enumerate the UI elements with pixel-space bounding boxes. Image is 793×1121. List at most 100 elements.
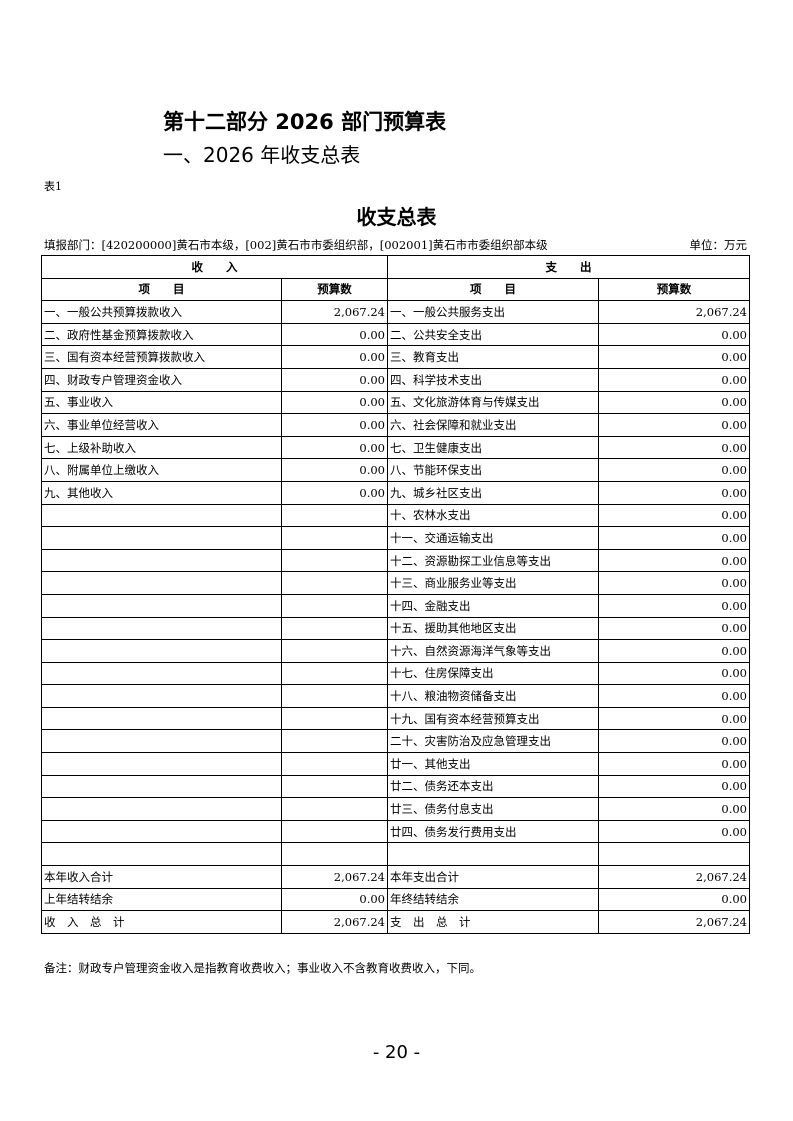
income-item: 二、政府性基金预算拨款收入	[41, 322, 282, 347]
expense-amount: 0.00	[598, 322, 750, 347]
income-item	[41, 503, 282, 528]
expense-amount: 0.00	[598, 390, 750, 415]
income-item: 五、事业收入	[41, 390, 282, 415]
income-item	[41, 548, 282, 573]
income-item: 六、事业单位经营收入	[41, 413, 282, 437]
income-amount: 0.00	[281, 435, 388, 460]
income-amount: 0.00	[281, 390, 388, 415]
expense-item: 本年支出合计	[387, 865, 599, 889]
expense-item: 年终结转结余	[387, 887, 599, 912]
income-item	[41, 797, 282, 821]
blank-row	[41, 842, 750, 867]
expense-item: 一、一般公共服务支出	[387, 300, 599, 324]
income-item: 八、附属单位上缴收入	[41, 458, 282, 482]
unit-label: 单位：万元	[689, 238, 748, 252]
expense-item: 廿四、债务发行费用支出	[387, 819, 599, 844]
expense-amount: 0.00	[598, 616, 750, 641]
income-item: 本年收入合计	[41, 865, 282, 889]
income-amount	[281, 639, 388, 663]
income-amount	[281, 661, 388, 686]
expense-item: 十九、国有资本经营预算支出	[387, 706, 599, 731]
income-amount: 0.00	[281, 413, 388, 437]
income-item: 七、上级补助收入	[41, 435, 282, 460]
empty-cell	[41, 842, 282, 867]
empty-cell	[598, 842, 750, 867]
income-item	[41, 729, 282, 754]
expense-item: 支 出 总 计	[387, 910, 599, 934]
expense-amount: 0.00	[598, 503, 750, 528]
expense-amount: 0.00	[598, 819, 750, 844]
income-amount	[281, 729, 388, 754]
expense-amount: 0.00	[598, 367, 750, 392]
expense-item: 十一、交通运输支出	[387, 526, 599, 550]
income-item: 一、一般公共预算拨款收入	[41, 300, 282, 324]
income-amount	[281, 593, 388, 618]
expense-item: 廿三、债务付息支出	[387, 797, 599, 821]
income-amount	[281, 526, 388, 550]
income-item: 收 入 总 计	[41, 910, 282, 934]
table-row: 廿二、债务还本支出 0.00	[41, 774, 750, 799]
expense-amount: 0.00	[598, 639, 750, 663]
income-item	[41, 571, 282, 595]
expense-amount: 0.00	[598, 684, 750, 708]
income-amount	[281, 616, 388, 641]
expense-amount: 0.00	[598, 548, 750, 573]
table-row: 十四、金融支出 0.00	[41, 593, 750, 618]
expense-amount: 0.00	[598, 435, 750, 460]
income-amount: 2,067.24	[281, 865, 388, 889]
expense-item: 七、卫生健康支出	[387, 435, 599, 460]
table-row: 廿一、其他支出 0.00	[41, 752, 750, 776]
expense-item: 十七、住房保障支出	[387, 661, 599, 686]
expense-amount: 0.00	[598, 661, 750, 686]
table-row: 十、农林水支出 0.00	[41, 503, 750, 528]
expense-amount: 0.00	[598, 458, 750, 482]
income-amount	[281, 571, 388, 595]
table-row: 十六、自然资源海洋气象等支出 0.00	[41, 639, 750, 663]
income-item	[41, 706, 282, 731]
expense-amount: 0.00	[598, 571, 750, 595]
expense-amount: 2,067.24	[598, 910, 750, 934]
expense-item-header: 项 目	[387, 277, 599, 302]
expense-amount: 0.00	[598, 526, 750, 550]
section-heading: 第十二部分 2026 部门预算表	[163, 110, 447, 134]
income-amount	[281, 774, 388, 799]
expense-amount: 2,067.24	[598, 865, 750, 889]
table-row: 廿三、债务付息支出 0.00	[41, 797, 750, 821]
table-number: 表1	[44, 180, 62, 193]
income-amount	[281, 503, 388, 528]
income-item	[41, 639, 282, 663]
income-amount: 0.00	[281, 458, 388, 482]
income-amount: 0.00	[281, 345, 388, 369]
expense-item: 三、教育支出	[387, 345, 599, 369]
expense-amount: 0.00	[598, 413, 750, 437]
income-item: 上年结转结余	[41, 887, 282, 912]
expense-item: 十二、资源勘探工业信息等支出	[387, 548, 599, 573]
expense-item: 二十、灾害防治及应急管理支出	[387, 729, 599, 754]
summary-row: 收 入 总 计 2,067.24 支 出 总 计 2,067.24	[41, 910, 750, 934]
table-row: 八、附属单位上缴收入 0.00 八、节能环保支出 0.00	[41, 458, 750, 482]
expense-amount: 0.00	[598, 480, 750, 505]
table-row: 十七、住房保障支出 0.00	[41, 661, 750, 686]
expense-item: 十六、自然资源海洋气象等支出	[387, 639, 599, 663]
expense-amount: 0.00	[598, 729, 750, 754]
budget-table: 收 入 支 出 项 目 预算数 项 目 预算数 一、一般公共预算拨款收入 2,06…	[41, 255, 750, 934]
table-row: 四、财政专户管理资金收入 0.00 四、科学技术支出 0.00	[41, 367, 750, 392]
empty-cell	[281, 842, 388, 867]
expense-item: 十、农林水支出	[387, 503, 599, 528]
expense-item: 九、城乡社区支出	[387, 480, 599, 505]
summary-row: 上年结转结余 0.00 年终结转结余 0.00	[41, 887, 750, 912]
income-amount: 0.00	[281, 367, 388, 392]
expense-amount: 0.00	[598, 593, 750, 618]
income-item	[41, 526, 282, 550]
expense-amount: 2,067.24	[598, 300, 750, 324]
expense-amount: 0.00	[598, 706, 750, 731]
expense-item: 廿一、其他支出	[387, 752, 599, 776]
expense-item: 廿二、债务还本支出	[387, 774, 599, 799]
page-number: - 20 -	[372, 1042, 421, 1063]
table-row: 十八、粮油物资储备支出 0.00	[41, 684, 750, 708]
table-row: 十二、资源勘探工业信息等支出 0.00	[41, 548, 750, 573]
expense-item: 二、公共安全支出	[387, 322, 599, 347]
expense-item: 十八、粮油物资储备支出	[387, 684, 599, 708]
table-row: 十三、商业服务业等支出 0.00	[41, 571, 750, 595]
income-amount-header: 预算数	[281, 277, 388, 302]
